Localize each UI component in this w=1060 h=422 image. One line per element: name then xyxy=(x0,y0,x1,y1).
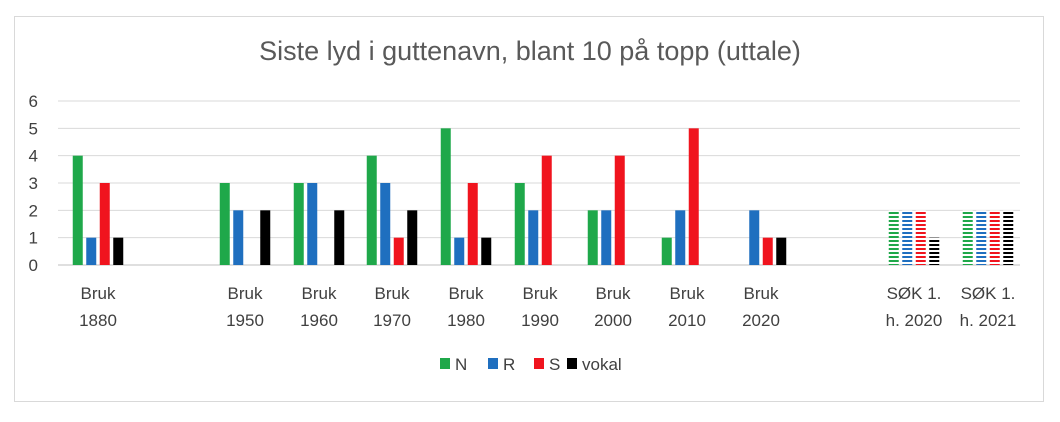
category-label: 1970 xyxy=(373,311,411,330)
category-label: 2010 xyxy=(668,311,706,330)
bar-s-6 xyxy=(614,155,625,265)
bar-r-2 xyxy=(307,183,318,265)
legend-swatch-s xyxy=(534,358,544,369)
category-label: 1960 xyxy=(300,311,338,330)
category-label: 1880 xyxy=(79,311,117,330)
bar-n-3 xyxy=(366,155,377,265)
bar-s-0 xyxy=(99,183,110,265)
category-label: Bruk xyxy=(449,284,484,303)
category-label: Bruk xyxy=(302,284,337,303)
category-label: 1990 xyxy=(521,311,559,330)
bar-r-6 xyxy=(601,210,612,265)
bar-vokal-9 xyxy=(929,237,940,265)
category-label: Bruk xyxy=(744,284,779,303)
category-label: SØK 1. xyxy=(961,284,1016,303)
bar-vokal-10 xyxy=(1003,210,1014,265)
category-label: Bruk xyxy=(228,284,263,303)
bar-r-9 xyxy=(902,210,913,265)
bar-vokal-2 xyxy=(334,210,345,265)
bar-vokal-0 xyxy=(113,237,124,265)
bar-vokal-3 xyxy=(407,210,418,265)
legend-label-vokal: vokal xyxy=(582,355,622,374)
legend-swatch-n xyxy=(440,358,450,369)
chart-frame xyxy=(14,16,1044,402)
bar-vokal-4 xyxy=(481,237,492,265)
bar-n-10 xyxy=(962,210,973,265)
bar-r-1 xyxy=(233,210,244,265)
bar-s-5 xyxy=(541,155,552,265)
y-tick-label: 4 xyxy=(29,147,38,166)
bar-s-10 xyxy=(989,210,1000,265)
category-label: Bruk xyxy=(670,284,705,303)
legend-label-s: S xyxy=(549,355,560,374)
category-label: Bruk xyxy=(81,284,116,303)
category-label: 1980 xyxy=(447,311,485,330)
bar-n-6 xyxy=(587,210,598,265)
category-label: h. 2020 xyxy=(886,311,943,330)
bar-n-5 xyxy=(514,183,525,265)
category-label: 2000 xyxy=(594,311,632,330)
bar-vokal-1 xyxy=(260,210,271,265)
y-tick-label: 6 xyxy=(29,92,38,111)
bar-s-7 xyxy=(688,128,699,265)
category-label: h. 2021 xyxy=(960,311,1017,330)
bar-n-4 xyxy=(440,128,451,265)
category-label: SØK 1. xyxy=(887,284,942,303)
bar-vokal-8 xyxy=(776,237,787,265)
bar-r-5 xyxy=(528,210,539,265)
category-label: Bruk xyxy=(596,284,631,303)
category-label: 2020 xyxy=(742,311,780,330)
bar-n-9 xyxy=(888,210,899,265)
bar-r-3 xyxy=(380,183,391,265)
category-label: Bruk xyxy=(523,284,558,303)
y-tick-label: 0 xyxy=(29,256,38,275)
bar-n-1 xyxy=(219,183,230,265)
category-label: Bruk xyxy=(375,284,410,303)
bar-n-7 xyxy=(661,237,672,265)
legend-label-r: R xyxy=(503,355,515,374)
bar-s-4 xyxy=(467,183,478,265)
bar-r-8 xyxy=(749,210,760,265)
legend-swatch-vokal xyxy=(567,358,577,369)
bar-r-10 xyxy=(976,210,987,265)
category-label: 1950 xyxy=(226,311,264,330)
chart-title: Siste lyd i guttenavn, blant 10 på topp … xyxy=(259,36,801,66)
bar-r-4 xyxy=(454,237,465,265)
legend-swatch-r xyxy=(488,358,498,369)
legend-label-n: N xyxy=(455,355,467,374)
y-tick-label: 2 xyxy=(29,201,38,220)
bar-s-3 xyxy=(393,237,404,265)
bar-r-0 xyxy=(86,237,97,265)
y-tick-label: 5 xyxy=(29,119,38,138)
bar-r-7 xyxy=(675,210,686,265)
bar-n-2 xyxy=(293,183,304,265)
y-tick-label: 1 xyxy=(29,229,38,248)
bar-s-9 xyxy=(915,210,926,265)
y-tick-label: 3 xyxy=(29,174,38,193)
bar-n-0 xyxy=(72,155,83,265)
bar-s-8 xyxy=(762,237,773,265)
